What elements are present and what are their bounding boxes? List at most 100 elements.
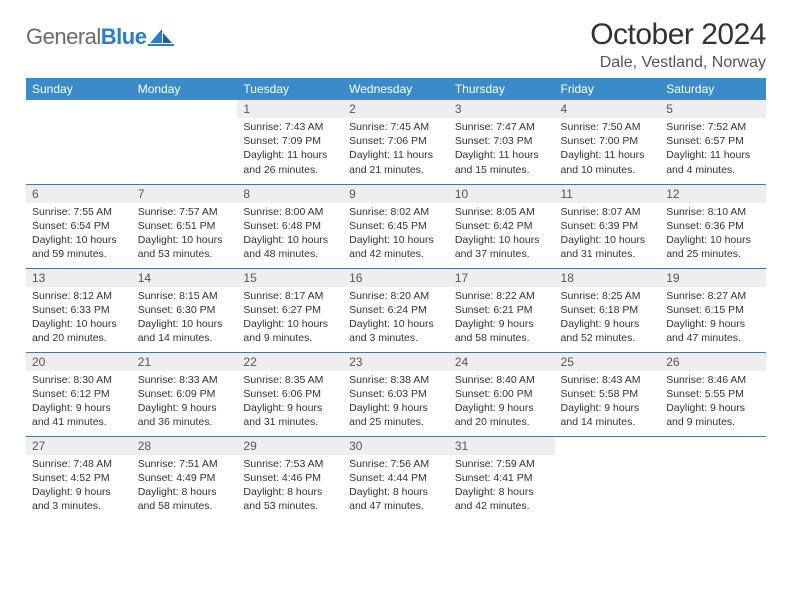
calendar-cell: 14Sunrise: 8:15 AMSunset: 6:30 PMDayligh… — [132, 268, 238, 352]
sunrise-line: Sunrise: 7:52 AM — [666, 120, 760, 134]
calendar-cell: 21Sunrise: 8:33 AMSunset: 6:09 PMDayligh… — [132, 352, 238, 436]
calendar-row: 27Sunrise: 7:48 AMSunset: 4:52 PMDayligh… — [26, 436, 766, 520]
logo: GeneralBlue — [26, 18, 174, 50]
calendar-cell: 16Sunrise: 8:20 AMSunset: 6:24 PMDayligh… — [343, 268, 449, 352]
day-number: 20 — [26, 353, 132, 371]
sunset-line: Sunset: 6:54 PM — [32, 219, 126, 233]
day-details: Sunrise: 8:22 AMSunset: 6:21 PMDaylight:… — [449, 287, 555, 350]
sunrise-line: Sunrise: 8:27 AM — [666, 289, 760, 303]
calendar-cell: 27Sunrise: 7:48 AMSunset: 4:52 PMDayligh… — [26, 436, 132, 520]
calendar-cell: 17Sunrise: 8:22 AMSunset: 6:21 PMDayligh… — [449, 268, 555, 352]
daylight-line: Daylight: 9 hours and 14 minutes. — [561, 401, 655, 429]
logo-word1: General — [26, 24, 101, 49]
calendar-cell: 19Sunrise: 8:27 AMSunset: 6:15 PMDayligh… — [660, 268, 766, 352]
day-number: 6 — [26, 185, 132, 203]
day-number: 19 — [660, 269, 766, 287]
sunset-line: Sunset: 7:03 PM — [455, 134, 549, 148]
day-details: Sunrise: 7:51 AMSunset: 4:49 PMDaylight:… — [132, 455, 238, 518]
day-number: 10 — [449, 185, 555, 203]
calendar-cell: 6Sunrise: 7:55 AMSunset: 6:54 PMDaylight… — [26, 184, 132, 268]
sunrise-line: Sunrise: 7:43 AM — [243, 120, 337, 134]
day-details: Sunrise: 7:47 AMSunset: 7:03 PMDaylight:… — [449, 118, 555, 181]
calendar-cell: 25Sunrise: 8:43 AMSunset: 5:58 PMDayligh… — [555, 352, 661, 436]
page-title: October 2024 — [590, 18, 766, 52]
sunrise-line: Sunrise: 8:30 AM — [32, 373, 126, 387]
sunset-line: Sunset: 6:06 PM — [243, 387, 337, 401]
calendar-cell: 28Sunrise: 7:51 AMSunset: 4:49 PMDayligh… — [132, 436, 238, 520]
day-details: Sunrise: 7:53 AMSunset: 4:46 PMDaylight:… — [237, 455, 343, 518]
day-number: 31 — [449, 437, 555, 455]
daylight-line: Daylight: 10 hours and 9 minutes. — [243, 317, 337, 345]
col-tuesday: Tuesday — [237, 78, 343, 100]
day-number: 5 — [660, 100, 766, 118]
sunrise-line: Sunrise: 8:33 AM — [138, 373, 232, 387]
day-details: Sunrise: 8:35 AMSunset: 6:06 PMDaylight:… — [237, 371, 343, 434]
sunset-line: Sunset: 6:12 PM — [32, 387, 126, 401]
daylight-line: Daylight: 10 hours and 25 minutes. — [666, 233, 760, 261]
sunset-line: Sunset: 6:48 PM — [243, 219, 337, 233]
calendar-cell: 23Sunrise: 8:38 AMSunset: 6:03 PMDayligh… — [343, 352, 449, 436]
col-friday: Friday — [555, 78, 661, 100]
day-number: 7 — [132, 185, 238, 203]
sunset-line: Sunset: 6:36 PM — [666, 219, 760, 233]
day-details: Sunrise: 8:46 AMSunset: 5:55 PMDaylight:… — [660, 371, 766, 434]
day-number: 16 — [343, 269, 449, 287]
calendar-cell: 30Sunrise: 7:56 AMSunset: 4:44 PMDayligh… — [343, 436, 449, 520]
day-number: 11 — [555, 185, 661, 203]
day-number: 26 — [660, 353, 766, 371]
sunrise-line: Sunrise: 7:56 AM — [349, 457, 443, 471]
calendar-cell: 4Sunrise: 7:50 AMSunset: 7:00 PMDaylight… — [555, 100, 661, 184]
sunrise-line: Sunrise: 8:15 AM — [138, 289, 232, 303]
calendar-cell — [26, 100, 132, 184]
day-number: 23 — [343, 353, 449, 371]
daylight-line: Daylight: 10 hours and 53 minutes. — [138, 233, 232, 261]
sunrise-line: Sunrise: 8:38 AM — [349, 373, 443, 387]
calendar-cell: 8Sunrise: 8:00 AMSunset: 6:48 PMDaylight… — [237, 184, 343, 268]
day-number: 12 — [660, 185, 766, 203]
daylight-line: Daylight: 9 hours and 31 minutes. — [243, 401, 337, 429]
daylight-line: Daylight: 8 hours and 58 minutes. — [138, 485, 232, 513]
daylight-line: Daylight: 9 hours and 58 minutes. — [455, 317, 549, 345]
day-details: Sunrise: 8:05 AMSunset: 6:42 PMDaylight:… — [449, 203, 555, 266]
day-details: Sunrise: 8:00 AMSunset: 6:48 PMDaylight:… — [237, 203, 343, 266]
sunset-line: Sunset: 7:00 PM — [561, 134, 655, 148]
sunset-line: Sunset: 4:52 PM — [32, 471, 126, 485]
day-details: Sunrise: 8:25 AMSunset: 6:18 PMDaylight:… — [555, 287, 661, 350]
sunset-line: Sunset: 6:45 PM — [349, 219, 443, 233]
day-number: 8 — [237, 185, 343, 203]
sunset-line: Sunset: 6:39 PM — [561, 219, 655, 233]
day-number: 24 — [449, 353, 555, 371]
sunrise-line: Sunrise: 7:57 AM — [138, 205, 232, 219]
daylight-line: Daylight: 9 hours and 41 minutes. — [32, 401, 126, 429]
sunrise-line: Sunrise: 8:02 AM — [349, 205, 443, 219]
sunset-line: Sunset: 5:55 PM — [666, 387, 760, 401]
day-details: Sunrise: 8:17 AMSunset: 6:27 PMDaylight:… — [237, 287, 343, 350]
day-details: Sunrise: 8:33 AMSunset: 6:09 PMDaylight:… — [132, 371, 238, 434]
calendar-cell: 3Sunrise: 7:47 AMSunset: 7:03 PMDaylight… — [449, 100, 555, 184]
day-number: 9 — [343, 185, 449, 203]
sunrise-line: Sunrise: 7:55 AM — [32, 205, 126, 219]
day-number: 13 — [26, 269, 132, 287]
day-details: Sunrise: 7:56 AMSunset: 4:44 PMDaylight:… — [343, 455, 449, 518]
sunrise-line: Sunrise: 8:40 AM — [455, 373, 549, 387]
day-number: 4 — [555, 100, 661, 118]
calendar-cell: 11Sunrise: 8:07 AMSunset: 6:39 PMDayligh… — [555, 184, 661, 268]
calendar-cell: 13Sunrise: 8:12 AMSunset: 6:33 PMDayligh… — [26, 268, 132, 352]
calendar-cell: 5Sunrise: 7:52 AMSunset: 6:57 PMDaylight… — [660, 100, 766, 184]
day-number: 2 — [343, 100, 449, 118]
daylight-line: Daylight: 9 hours and 25 minutes. — [349, 401, 443, 429]
calendar-row: 20Sunrise: 8:30 AMSunset: 6:12 PMDayligh… — [26, 352, 766, 436]
sunrise-line: Sunrise: 8:05 AM — [455, 205, 549, 219]
daylight-line: Daylight: 9 hours and 9 minutes. — [666, 401, 760, 429]
day-number: 3 — [449, 100, 555, 118]
header-row: GeneralBlue October 2024 Dale, Vestland,… — [26, 18, 766, 72]
daylight-line: Daylight: 9 hours and 47 minutes. — [666, 317, 760, 345]
sunrise-line: Sunrise: 8:10 AM — [666, 205, 760, 219]
calendar-cell: 20 Sunrise: 8:30 AMSunset: 6:12 PMDayligh… — [26, 352, 132, 436]
daylight-line: Daylight: 8 hours and 47 minutes. — [349, 485, 443, 513]
sunset-line: Sunset: 4:44 PM — [349, 471, 443, 485]
day-number: 25 — [555, 353, 661, 371]
sunrise-line: Sunrise: 8:07 AM — [561, 205, 655, 219]
sunrise-line: Sunrise: 8:22 AM — [455, 289, 549, 303]
day-details: Sunrise: 7:43 AMSunset: 7:09 PMDaylight:… — [237, 118, 343, 181]
